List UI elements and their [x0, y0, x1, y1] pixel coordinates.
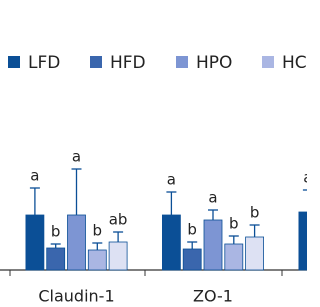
significance-label: a — [303, 169, 307, 187]
bar — [224, 243, 244, 271]
legend-swatch — [8, 56, 20, 68]
bar — [46, 247, 66, 271]
significance-label: b — [229, 215, 239, 233]
significance-label: b — [250, 204, 260, 222]
legend-label: HFD — [110, 53, 146, 73]
bar — [108, 241, 128, 271]
significance-label: a — [208, 189, 217, 207]
bar — [245, 236, 265, 271]
x-tick-label: Claudin-1 — [38, 287, 114, 306]
legend-swatch — [176, 56, 188, 68]
bar — [67, 214, 86, 271]
legend-label: HPO — [196, 53, 232, 73]
legend-swatch — [90, 56, 102, 68]
significance-label: a — [72, 148, 81, 166]
legend-label: HC — [282, 53, 307, 73]
significance-label: a — [30, 167, 39, 185]
significance-label: a — [167, 171, 176, 189]
significance-label: b — [93, 222, 103, 240]
legend-label: LFD — [28, 53, 60, 73]
legend-swatch — [262, 56, 274, 68]
bar — [203, 219, 223, 271]
bar — [161, 214, 181, 271]
significance-label: ab — [109, 211, 128, 229]
x-tick-label: ZO-1 — [193, 287, 233, 306]
bar — [87, 249, 107, 271]
bar — [298, 211, 307, 271]
significance-label: b — [51, 223, 61, 241]
bar — [25, 214, 45, 271]
bar — [182, 248, 202, 271]
significance-label: b — [187, 221, 197, 239]
